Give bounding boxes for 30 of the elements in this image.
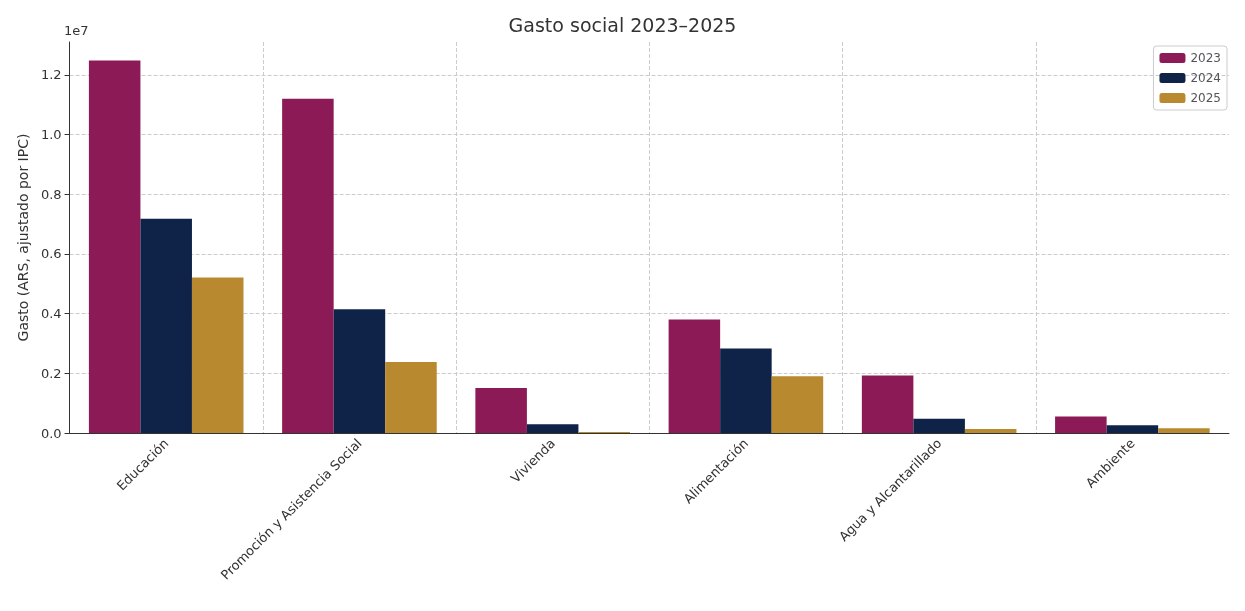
y-tick-label: 1.0 <box>40 127 62 143</box>
y-tick-label: 0.6 <box>40 246 62 262</box>
y-tick-label: 0.2 <box>40 365 62 381</box>
bar <box>191 277 244 433</box>
bar <box>385 361 437 433</box>
legend-label: 2024 <box>1190 71 1222 85</box>
chart-title: Gasto social 2023–2025 <box>508 13 737 36</box>
legend-label: 2023 <box>1190 51 1222 65</box>
bar <box>861 375 914 433</box>
y-tick-label: 0.4 <box>40 306 62 322</box>
legend-label: 2025 <box>1190 91 1222 105</box>
bar <box>771 376 824 433</box>
y-axis-title: Gasto (ARS, ajustado por IPC) <box>15 133 31 342</box>
y-tick-label: 0.8 <box>40 186 62 202</box>
bar <box>1055 416 1107 433</box>
bar <box>88 60 141 433</box>
bar <box>526 424 579 433</box>
bar <box>1158 428 1210 433</box>
text: 1e7 <box>64 23 89 38</box>
bar <box>720 348 772 433</box>
y-tick-label: 0.0 <box>40 425 62 441</box>
y-tick-label: 1.2 <box>40 67 62 83</box>
bar <box>913 418 965 433</box>
bar <box>668 319 721 433</box>
bar <box>140 218 192 433</box>
bar <box>964 429 1017 433</box>
bar <box>333 309 386 433</box>
bar <box>1106 425 1159 433</box>
bar <box>475 387 527 433</box>
bar <box>282 98 334 433</box>
